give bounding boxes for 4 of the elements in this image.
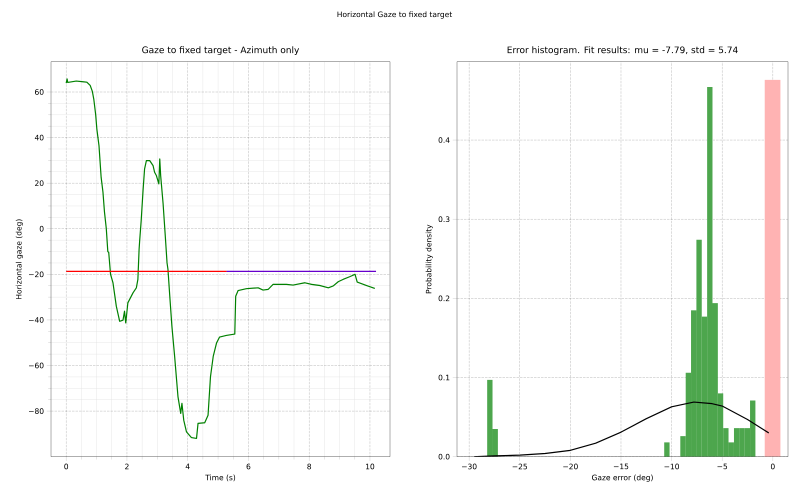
chart-title: Error histogram. Fit results: mu = -7.79, std = 5.74 <box>508 46 738 55</box>
chart-title: Gaze to fixed target - Azimuth only <box>142 46 300 55</box>
line-series <box>66 78 376 440</box>
line-series <box>474 401 770 457</box>
